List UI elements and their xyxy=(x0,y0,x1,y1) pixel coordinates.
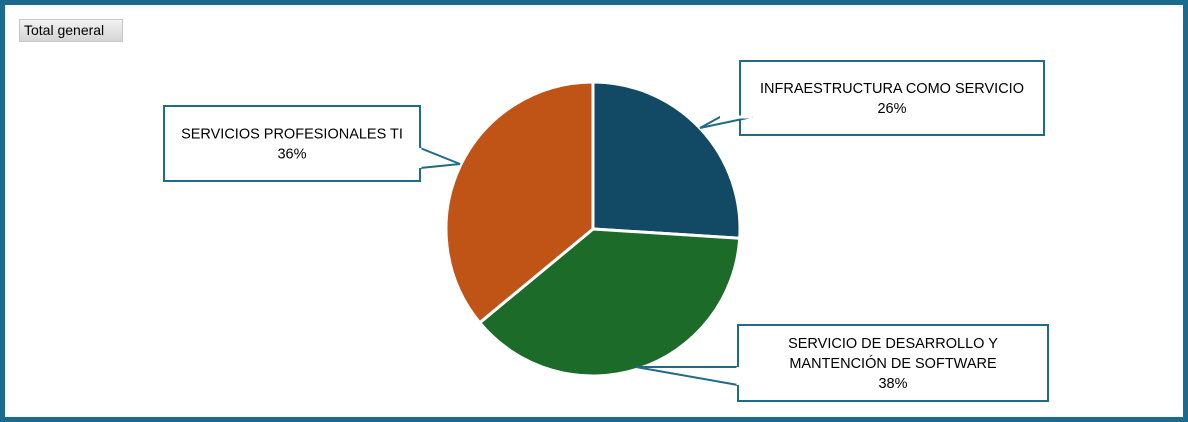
data-label-category: INFRAESTRUCTURA COMO SERVICIO xyxy=(760,81,1024,97)
data-label-percent: 26% xyxy=(877,101,906,117)
callout-box xyxy=(737,324,1049,402)
callout-pointer xyxy=(635,366,739,387)
callout-box xyxy=(739,60,1045,136)
callout-pointer xyxy=(419,146,461,170)
data-label-category: SERVICIOS PROFESIONALES TI xyxy=(181,127,403,143)
data-callout-2: SERVICIO DE DESARROLLO Y MANTENCIÓN DE SO… xyxy=(635,324,1049,402)
pie-slice-2 xyxy=(478,227,742,378)
filter-button-total-general[interactable]: Total general xyxy=(19,19,123,42)
data-callout-3: SERVICIOS PROFESIONALES TI 36% xyxy=(163,105,461,182)
data-label-percent: 36% xyxy=(277,147,306,163)
pie-slice-3 xyxy=(444,80,595,325)
data-label-category: SERVICIO DE DESARROLLO Y xyxy=(788,336,998,352)
callout-box xyxy=(163,105,421,182)
data-callout-1: INFRAESTRUCTURA COMO SERVICIO 26% xyxy=(699,60,1045,136)
data-label-percent: 38% xyxy=(878,376,907,392)
pie-slice-1 xyxy=(591,80,742,240)
data-label-category: MANTENCIÓN DE SOFTWARE xyxy=(789,355,997,372)
